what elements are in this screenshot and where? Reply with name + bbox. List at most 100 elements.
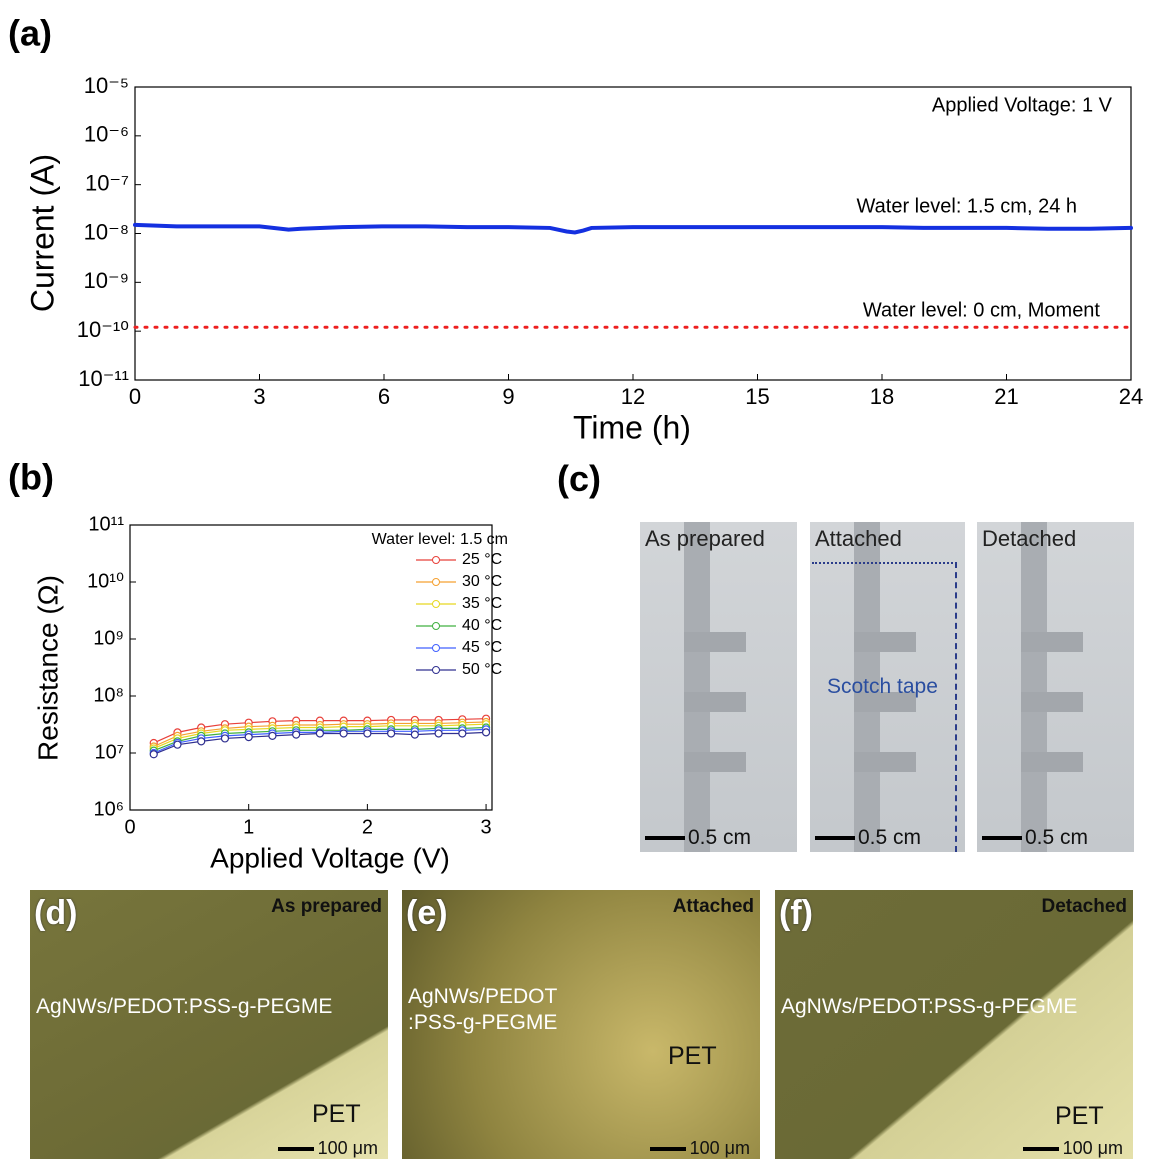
y-tick-label: 10⁻⁹ bbox=[83, 268, 129, 293]
y-tick-label: 10⁻⁵ bbox=[84, 73, 129, 98]
y-tick-label: 10⁶ bbox=[94, 798, 124, 820]
panel-label: (b) bbox=[8, 457, 54, 498]
marker bbox=[149, 750, 158, 759]
panel-label: (c) bbox=[557, 458, 601, 499]
layer-label: :PSS-g-PEGME bbox=[408, 1011, 558, 1034]
y-tick-label: 10⁻⁶ bbox=[84, 122, 129, 147]
scale-bar: 0.5 cm bbox=[645, 826, 751, 850]
micrograph: (f) Detached AgNWs/PEDOT:PSS-g-PEGME PET… bbox=[775, 890, 1133, 1159]
panel-label: (e) bbox=[406, 894, 448, 932]
annotation: Water level: 1.5 cm, 24 h bbox=[857, 195, 1077, 217]
micrograph: (e) Attached AgNWs/PEDOT :PSS-g-PEGME PE… bbox=[402, 890, 760, 1159]
legend-label: 35 °C bbox=[462, 595, 502, 612]
y-tick-label: 10⁸ bbox=[93, 684, 124, 706]
marker bbox=[292, 730, 301, 739]
scale-text: 0.5 cm bbox=[858, 826, 922, 849]
scale-text: 100 μm bbox=[689, 1138, 750, 1158]
x-tick-label: 12 bbox=[621, 384, 645, 409]
marker bbox=[220, 734, 230, 743]
y-axis-label: Resistance (Ω) bbox=[32, 575, 63, 761]
legend-marker bbox=[432, 556, 440, 564]
photo: Detached 0.5 cm bbox=[977, 522, 1134, 852]
marker bbox=[387, 729, 396, 738]
annotation: Applied Voltage: 1 V bbox=[932, 94, 1113, 116]
layer-label: AgNWs/PEDOT:PSS-g-PEGME bbox=[781, 995, 1078, 1018]
substrate-label: PET bbox=[312, 1100, 361, 1128]
micrograph-title: Attached bbox=[672, 896, 754, 917]
y-tick-label: 10¹⁰ bbox=[87, 570, 124, 592]
marker bbox=[315, 729, 325, 738]
substrate-label: PET bbox=[1055, 1102, 1104, 1130]
marker bbox=[481, 728, 491, 737]
y-tick-label: 10⁻⁸ bbox=[84, 219, 129, 244]
layer-label: AgNWs/PEDOT bbox=[408, 985, 558, 1008]
scale-text: 100 μm bbox=[1062, 1138, 1123, 1158]
tape-label: Scotch tape bbox=[827, 675, 938, 698]
scale-bar: 0.5 cm bbox=[815, 826, 921, 850]
x-tick-label: 0 bbox=[124, 816, 135, 838]
legend-label: 45 °C bbox=[462, 639, 502, 656]
micrograph-title: As prepared bbox=[271, 896, 382, 917]
series-line bbox=[133, 222, 1133, 235]
micrograph-title: Detached bbox=[1041, 896, 1127, 917]
x-tick-label: 2 bbox=[362, 816, 373, 838]
marker bbox=[244, 733, 253, 742]
scale-bar: 0.5 cm bbox=[982, 826, 1088, 850]
micrograph: (d) As prepared AgNWs/PEDOT:PSS-g-PEGME … bbox=[30, 890, 388, 1159]
x-tick-label: 21 bbox=[994, 384, 1018, 409]
scale-text: 0.5 cm bbox=[1025, 826, 1089, 849]
legend-marker bbox=[432, 666, 440, 674]
legend-marker bbox=[432, 644, 440, 652]
y-tick-label: 10⁻¹⁰ bbox=[77, 317, 129, 342]
x-tick-label: 6 bbox=[378, 384, 390, 409]
photo-title: Attached bbox=[815, 526, 902, 551]
substrate-label: PET bbox=[668, 1042, 717, 1070]
y-tick-label: 10⁹ bbox=[93, 627, 124, 649]
marker bbox=[268, 731, 277, 740]
legend-marker bbox=[432, 622, 440, 630]
marker bbox=[363, 729, 372, 738]
marker bbox=[458, 729, 467, 738]
plot-frame bbox=[134, 86, 1132, 381]
x-tick-label: 1 bbox=[243, 816, 254, 838]
y-tick-label: 10⁷ bbox=[95, 741, 124, 763]
plot-frame bbox=[129, 524, 493, 811]
x-tick-label: 18 bbox=[870, 384, 894, 409]
x-tick-label: 0 bbox=[129, 384, 141, 409]
y-axis-label: Current (A) bbox=[24, 154, 60, 312]
scale-text: 100 μm bbox=[317, 1138, 378, 1158]
scale-bar: 100 μm bbox=[277, 1138, 378, 1159]
y-tick-label: 10⁻¹¹ bbox=[78, 366, 129, 391]
x-axis-label: Time (h) bbox=[573, 409, 691, 445]
photo-title: As prepared bbox=[645, 526, 765, 551]
photo: Attached Scotch tape 0.5 cm bbox=[810, 522, 965, 852]
photo-title: Detached bbox=[982, 526, 1077, 551]
legend-label: 25 °C bbox=[462, 551, 502, 568]
x-tick-label: 9 bbox=[502, 384, 514, 409]
scale-bar: 100 μm bbox=[1022, 1138, 1123, 1159]
legend-marker bbox=[432, 600, 440, 608]
marker bbox=[434, 729, 443, 738]
x-tick-label: 3 bbox=[481, 816, 492, 838]
legend-title: Water level: 1.5 cm bbox=[372, 531, 508, 548]
legend-marker bbox=[432, 578, 440, 586]
legend-label: 50 °C bbox=[462, 661, 502, 678]
scale-text: 0.5 cm bbox=[688, 826, 752, 849]
annotation: Water level: 0 cm, Moment bbox=[863, 299, 1101, 321]
legend-label: 30 °C bbox=[462, 573, 502, 590]
x-axis-label: Applied Voltage (V) bbox=[210, 842, 450, 873]
marker bbox=[173, 740, 182, 749]
x-tick-label: 15 bbox=[745, 384, 769, 409]
y-tick-label: 10⁻⁷ bbox=[85, 170, 129, 195]
x-tick-label: 3 bbox=[253, 384, 265, 409]
panel-label: (a) bbox=[8, 13, 52, 54]
x-tick-label: 24 bbox=[1119, 384, 1143, 409]
marker bbox=[197, 737, 206, 746]
panel-label: (f) bbox=[779, 894, 813, 932]
marker bbox=[410, 730, 419, 739]
y-tick-label: 10¹¹ bbox=[88, 513, 124, 535]
photo: As prepared 0.5 cm bbox=[640, 522, 797, 852]
legend-label: 40 °C bbox=[462, 617, 502, 634]
panel-label: (d) bbox=[34, 894, 78, 932]
